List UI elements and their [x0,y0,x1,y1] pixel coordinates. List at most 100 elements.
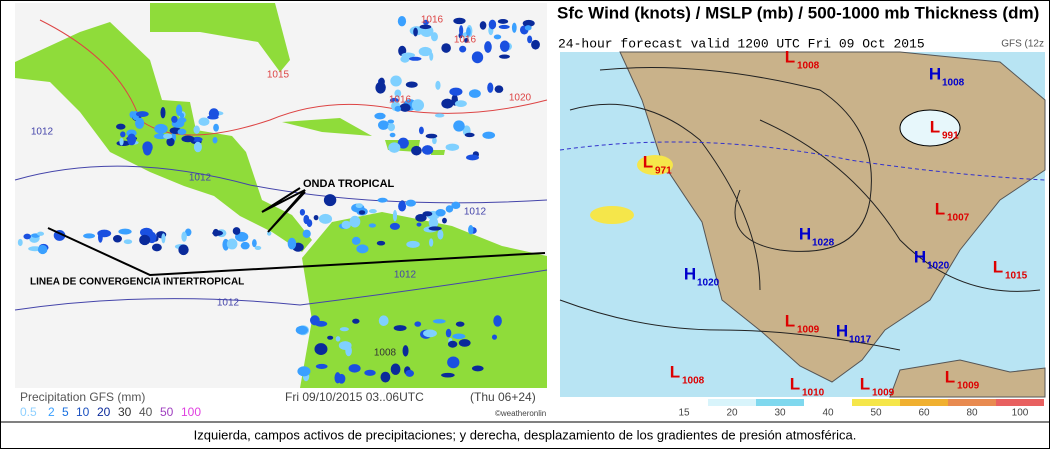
precip-cell [154,133,167,140]
isobar [14,269,548,311]
precip-cell [377,120,390,130]
pressure-value: 1008 [942,78,965,89]
precip-cell [364,369,376,376]
colorbar-cell [708,399,756,406]
pressure-value: 1015 [1005,271,1028,282]
precip-cell [212,230,224,236]
pressure-type: L [790,374,800,393]
precip-cell [175,104,183,116]
precip-cell [323,194,337,207]
model: GFS (12z [1001,39,1044,50]
precip-cell [413,27,418,37]
pressure-type: L [785,47,795,66]
isobar-label: 1008 [374,348,397,359]
precip-cell [459,25,464,36]
precip-cell [160,107,166,119]
precip-cell [142,143,152,156]
precip-cell [464,132,475,138]
pressure-type: H [836,321,848,340]
precip-cell [118,228,132,235]
isobar-label: 1016 [421,15,444,26]
precip-cell [208,108,220,119]
precip-cell [524,25,532,31]
precip-cell [522,19,535,27]
colorbar-cell [996,399,1044,406]
precip-cell [451,201,461,210]
subtitle: 24-hour forecast valid 1200 UTC Fri 09 O… [558,36,925,51]
legend-value: 5 [62,405,69,419]
pressure-type: H [914,247,926,266]
precip-cell [213,123,219,132]
precip-cell [398,200,407,212]
legend-bg [15,388,547,420]
pressure-value: 971 [655,166,672,177]
precip-cell [421,145,434,155]
precip-cell [487,82,494,93]
precip-cell [441,372,455,378]
precip-cell [423,329,437,338]
colorbar-cell [900,399,948,406]
precip-cell [135,111,149,117]
precip-cell [389,132,396,138]
pressure-type: H [799,224,811,243]
precip-cell [432,136,437,145]
isobar-label: 1012 [217,298,240,309]
precip-cell [113,235,122,243]
precip-cell [327,335,334,340]
precip-cell [378,315,389,326]
precip-cell [337,373,346,384]
arrow [261,187,306,233]
precip-cell [116,123,126,130]
precip-cell [297,366,311,377]
legend-value: 10 [76,405,90,419]
precip-cell [442,217,447,224]
thickness [559,141,1046,181]
colorbar-label: 80 [966,408,978,419]
precip-cell [408,56,422,61]
precip-cell [392,209,398,222]
precip-cell [178,244,189,256]
pressure-type: H [929,64,941,83]
precip-cell [37,244,48,255]
precip-cell [425,133,438,139]
pressure-type: L [670,362,680,381]
precip-cell [445,205,454,213]
precip-cell [179,112,185,119]
precip-cell [441,98,454,109]
precip-cell [377,197,388,203]
precip-cell [466,154,479,161]
isobar-label: 1015 [267,70,290,81]
precip-cell [445,143,460,151]
isobar-label: 1012 [189,173,212,184]
precip-cell [406,240,420,248]
precip-cell [419,24,432,30]
precip-cell [418,46,432,57]
precip-cell [388,142,401,153]
precip-cell [358,210,366,215]
precip-cell [368,209,377,214]
precip-cell [471,51,484,64]
wind-max [590,206,634,224]
legend-title: Precipitation GFS (mm) [20,390,145,404]
precip-cell [390,75,402,87]
contour [899,109,961,147]
precip-cell [405,199,416,207]
precip-cell [318,213,333,224]
pressure-type: L [935,199,945,218]
pressure-value: 1009 [957,381,980,392]
annotation: LINEA DE CONVERGENCIA INTERTROPICAL [30,277,244,288]
pressure-type: L [993,257,1003,276]
pressure-type: H [684,264,696,283]
pressure-value: 1009 [872,388,895,399]
legend-value: 100 [181,405,201,419]
precip-cell [212,136,218,144]
caption: Izquierda, campos activos de precipitaci… [194,427,857,442]
precip-cell [422,211,433,217]
precip-cell [458,339,471,347]
precip-cell [191,136,203,142]
precipitation [17,16,540,384]
precip-cell [428,226,442,231]
precip-cell [488,19,497,30]
legend-value: 30 [118,405,132,419]
